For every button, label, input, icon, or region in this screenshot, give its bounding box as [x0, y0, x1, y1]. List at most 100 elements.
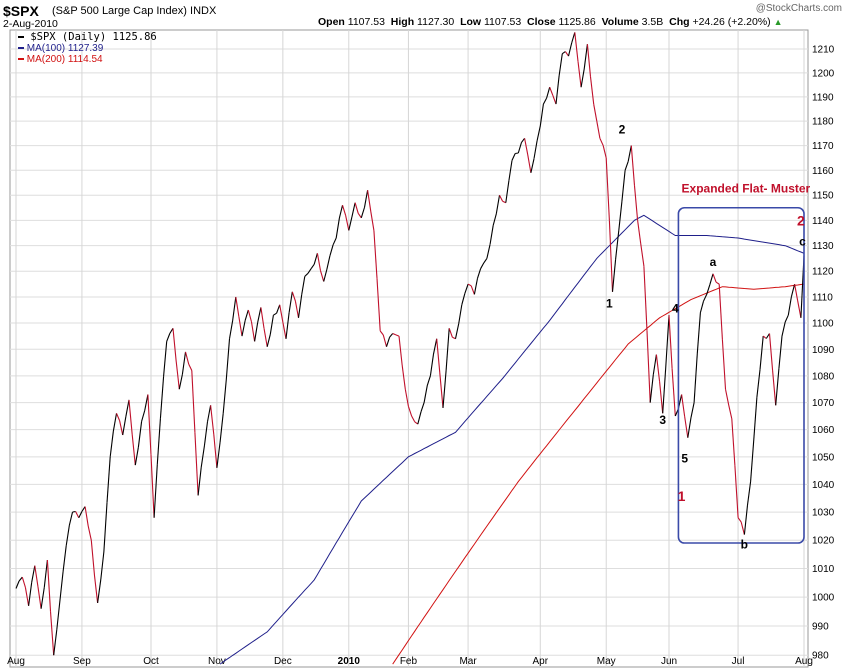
- price-segment: [790, 283, 796, 297]
- price-segment: [602, 145, 607, 159]
- price-segment: [561, 51, 566, 55]
- index-name-text: (S&P 500 Large Cap Index): [52, 5, 187, 17]
- price-segment: [552, 95, 557, 105]
- price-segment: [502, 200, 507, 204]
- price-segment: [147, 394, 152, 455]
- price-segment: [392, 332, 397, 336]
- price-segment: [219, 413, 224, 443]
- x-tick-label: May: [597, 656, 616, 667]
- price-segment: [473, 278, 479, 295]
- price-segment: [137, 421, 143, 448]
- price-segment: [442, 370, 447, 408]
- x-tick-label: Nov: [208, 656, 226, 667]
- x-tick-label: Apr: [533, 656, 549, 667]
- volume-label: Volume: [601, 16, 639, 28]
- price-segment: [376, 278, 381, 331]
- price-segment: [175, 360, 180, 390]
- y-tick-label: 1180: [812, 117, 834, 128]
- price-segment: [580, 68, 585, 88]
- y-tick-label: 1020: [812, 536, 835, 547]
- price-segment: [297, 294, 303, 318]
- price-segment: [360, 207, 366, 218]
- symbol-text: $SPX: [3, 3, 39, 19]
- price-segment: [93, 575, 99, 603]
- price-segment: [505, 180, 510, 203]
- price-segment: [436, 338, 441, 373]
- price-segment: [345, 215, 350, 231]
- price-segment: [166, 333, 171, 342]
- y-tick-label: 990: [812, 622, 829, 633]
- price-segment: [401, 365, 406, 390]
- price-segment: [46, 559, 52, 612]
- price-segment: [515, 152, 519, 155]
- price-segment: [703, 294, 708, 302]
- price-segment: [250, 321, 256, 342]
- price-segment: [266, 334, 271, 347]
- price-segment: [784, 314, 789, 323]
- price-segment: [624, 161, 629, 171]
- price-segment: [646, 330, 651, 403]
- price-segment: [200, 445, 205, 468]
- legend-item-ma100: MA(100) 1127.39: [18, 43, 103, 54]
- price-segment: [709, 273, 714, 285]
- y-tick-label: 1000: [812, 593, 835, 604]
- price-segment: [109, 431, 114, 457]
- price-segment: [75, 511, 80, 518]
- y-tick-label: 1100: [812, 319, 834, 330]
- price-segment: [753, 397, 758, 440]
- price-segment: [542, 97, 548, 105]
- price-segment: [260, 307, 265, 329]
- chg-label: Chg: [669, 16, 690, 28]
- price-segment: [316, 253, 322, 271]
- price-segment: [659, 381, 664, 414]
- y-tick-label: 1130: [812, 241, 834, 252]
- price-segment: [461, 293, 466, 305]
- price-segment: [546, 87, 551, 99]
- price-segment: [56, 599, 61, 630]
- price-segment: [112, 413, 118, 432]
- price-segment: [728, 404, 733, 419]
- price-segment: [476, 268, 482, 279]
- x-tick-label: Dec: [274, 656, 292, 667]
- low-value: 1107.53: [484, 16, 522, 28]
- price-segment: [797, 300, 802, 318]
- y-axis: 980 990 1000 1010 1020 1030 1040 1050 1060 1070 10…: [812, 44, 835, 661]
- y-tick-label: 1060: [812, 425, 835, 436]
- price-segment: [681, 394, 686, 417]
- price-segment: [734, 465, 739, 518]
- price-segment: [640, 243, 645, 267]
- price-segment: [385, 337, 391, 347]
- price-segment: [439, 372, 444, 408]
- price-segment: [637, 220, 642, 244]
- price-segment: [238, 316, 243, 337]
- y-tick-label: 1040: [812, 480, 835, 491]
- price-segment: [367, 190, 372, 212]
- price-segment: [354, 202, 359, 214]
- price-segment: [254, 322, 259, 342]
- price-segment: [448, 328, 453, 338]
- price-segment: [15, 580, 20, 589]
- price-segment: [589, 76, 595, 105]
- y-tick-label: 1010: [812, 564, 835, 575]
- price-segment: [555, 75, 560, 105]
- price-segment: [454, 323, 460, 339]
- annotations: 1 2 3 4 5 1 a b c 2 Expanded Flat- Muster: [606, 122, 811, 551]
- price-segment: [225, 338, 231, 380]
- price-segment: [40, 587, 45, 609]
- series-lines: [15, 32, 805, 665]
- price-segment: [319, 270, 325, 282]
- price-segment: [228, 320, 234, 339]
- price-segment: [499, 194, 504, 202]
- price-segment: [37, 586, 42, 609]
- price-segment: [662, 364, 667, 414]
- price-segment: [131, 434, 136, 466]
- legend-swatch-ma100: [18, 47, 24, 50]
- price-segment: [596, 121, 601, 139]
- price-segment: [571, 32, 576, 44]
- y-tick-label: 1170: [812, 141, 834, 152]
- price-segment: [699, 301, 705, 313]
- price-segment: [122, 416, 127, 436]
- price-segment: [495, 195, 501, 214]
- legend-label-ma100: MA(100) 1127.39: [26, 43, 104, 54]
